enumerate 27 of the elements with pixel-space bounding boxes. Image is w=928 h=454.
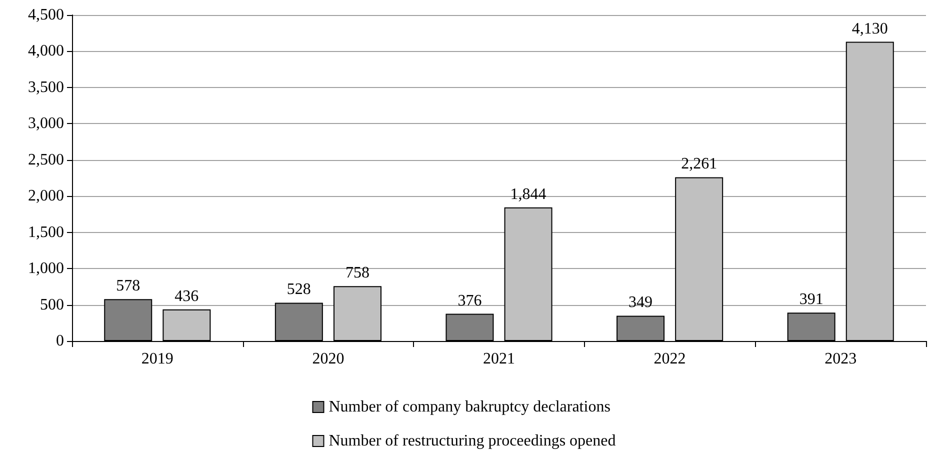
data-label: 376: [458, 292, 482, 310]
y-tick-label: 4,000: [28, 42, 64, 60]
data-label: 391: [799, 291, 824, 308]
x-tick-label: 2020: [312, 350, 344, 368]
y-tick-label: 0: [56, 332, 64, 350]
y-tick-label: 2,000: [28, 188, 64, 205]
data-label: 4,130: [852, 20, 888, 38]
y-tick-label: 4,500: [28, 6, 64, 24]
data-label: 349: [628, 294, 653, 312]
data-label: 1,844: [510, 186, 546, 203]
legend-label: Number of company bakruptcy declarations: [328, 398, 610, 416]
data-label: 2,261: [681, 156, 718, 173]
x-tick-label: 2022: [654, 350, 686, 368]
y-tick-label: 3,000: [28, 115, 64, 132]
y-tick-label: 1,000: [28, 260, 64, 278]
data-label: 436: [174, 288, 199, 305]
data-label: 578: [116, 278, 140, 295]
data-label: 528: [286, 281, 311, 298]
x-tick-label: 2021: [483, 350, 515, 368]
y-tick-label: 3,500: [28, 78, 64, 96]
legend-label: Number of restructuring proceedings opened: [328, 432, 616, 450]
y-tick-label: 1,500: [28, 224, 64, 241]
y-tick-label: 500: [40, 296, 64, 314]
x-tick-label: 2023: [824, 350, 857, 368]
y-tick-label: 2,500: [28, 151, 64, 168]
x-tick-label: 2019: [141, 350, 174, 368]
data-label: 758: [345, 264, 370, 282]
